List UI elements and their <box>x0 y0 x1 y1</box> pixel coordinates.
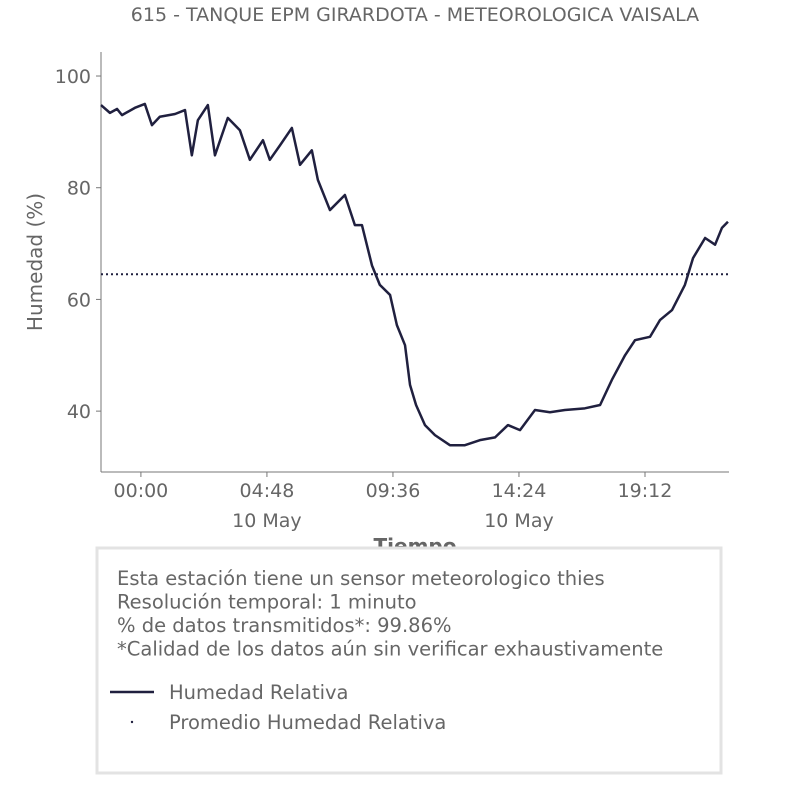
info-text: *Calidad de los datos aún sin verificar … <box>117 638 663 661</box>
y-tick-label: 100 <box>55 66 91 88</box>
x-tick-label: 19:12 <box>618 480 673 502</box>
x-tick-sublabel: 10 May <box>232 510 302 532</box>
legend-dot <box>130 720 134 724</box>
info-text: Esta estación tiene un sensor meteorolog… <box>117 567 605 590</box>
x-tick-sublabel: 10 May <box>484 510 554 532</box>
legend-label: Promedio Humedad Relativa <box>169 711 446 734</box>
y-tick-label: 80 <box>67 178 91 200</box>
data-line <box>100 102 729 447</box>
x-tick-label: 14:24 <box>492 480 547 502</box>
x-tick-label: 04:48 <box>240 480 295 502</box>
x-tick-label: 09:36 <box>366 480 421 502</box>
info-text: % de datos transmitidos*: 99.86% <box>117 614 452 637</box>
y-tick-label: 40 <box>67 401 91 423</box>
legend-label: Humedad Relativa <box>169 681 349 704</box>
info-text: Resolución temporal: 1 minuto <box>117 591 417 614</box>
y-axis-label: Humedad (%) <box>23 193 47 331</box>
chart-title: 615 - TANQUE EPM GIRARDOTA - METEOROLOGI… <box>131 4 699 26</box>
info-box <box>95 546 723 775</box>
y-tick-label: 60 <box>67 289 91 311</box>
x-tick-label: 00:00 <box>114 480 169 502</box>
